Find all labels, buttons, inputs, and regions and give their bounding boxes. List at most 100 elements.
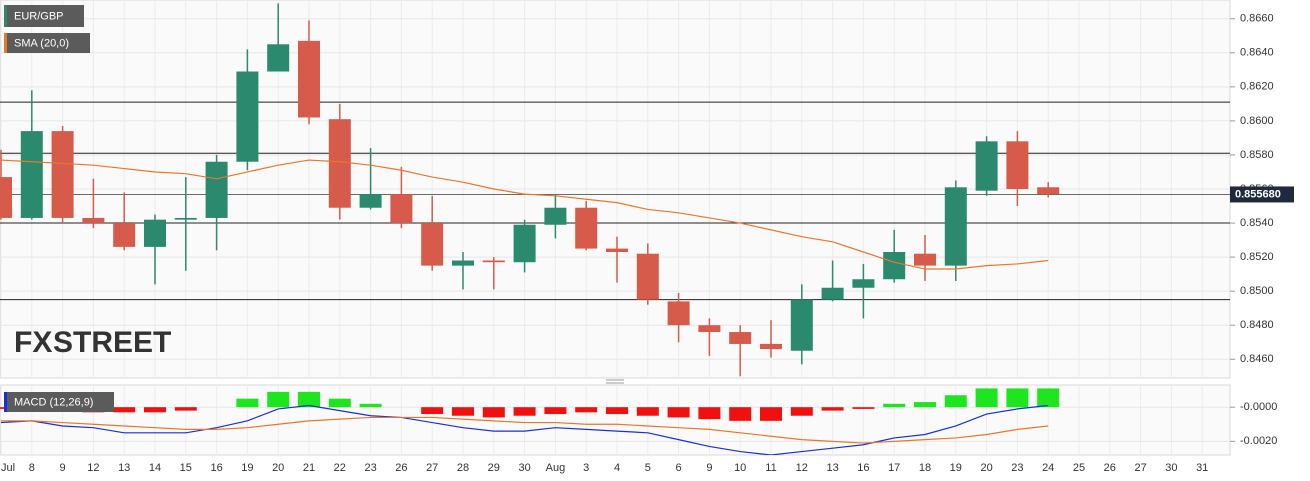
legend-box xyxy=(4,33,90,53)
histogram-bar xyxy=(174,407,197,411)
x-tick-label: 19 xyxy=(241,462,253,474)
histogram-bar xyxy=(760,407,782,421)
x-tick-label: 9 xyxy=(706,462,712,474)
x-tick-label: 14 xyxy=(149,462,161,474)
histogram-bar xyxy=(575,407,598,413)
y-tick-label: 0.8660 xyxy=(1240,13,1274,25)
candle-body xyxy=(267,44,290,72)
y-tick-label: 0.8580 xyxy=(1240,149,1274,161)
last-price-label: 0.855680 xyxy=(1235,188,1281,200)
x-tick-label: 16 xyxy=(857,462,869,474)
y-tick-label: -0.0000 xyxy=(1240,401,1277,413)
candle-body xyxy=(452,260,474,266)
candle-body xyxy=(174,217,197,220)
x-tick-label: 26 xyxy=(1104,462,1116,474)
y-tick-label: 0.8520 xyxy=(1240,251,1274,263)
candle-body xyxy=(667,301,690,326)
x-tick-label: 5 xyxy=(645,462,651,474)
x-tick-label: 10 xyxy=(734,462,746,474)
histogram-bar xyxy=(452,407,474,416)
x-tick-label: 22 xyxy=(334,462,346,474)
candle-body xyxy=(636,253,659,300)
x-tick-label: 4 xyxy=(614,462,620,474)
overlay: FX STREET EUR/GBP SMA (20,0) MACD (12,26… xyxy=(4,5,171,412)
candle-body xyxy=(975,141,998,191)
price-plot xyxy=(0,0,1230,378)
candle-body xyxy=(482,260,505,263)
histogram-bar xyxy=(667,407,690,418)
candle-body xyxy=(944,187,967,266)
histogram-bar xyxy=(790,407,813,416)
candle-body xyxy=(821,287,844,300)
y-tick-label: 0.8500 xyxy=(1240,285,1274,297)
legend-box xyxy=(4,5,84,27)
histogram-bar xyxy=(636,407,659,416)
x-tick-label: 29 xyxy=(488,462,500,474)
histogram-bar xyxy=(359,403,382,408)
candle-body xyxy=(544,207,567,225)
y-tick-label: 0.8620 xyxy=(1240,81,1274,93)
histogram-bar xyxy=(852,407,875,409)
line xyxy=(0,159,1049,270)
watermark-street: STREET xyxy=(53,326,171,359)
panel-grip[interactable] xyxy=(606,379,624,384)
y-tick-label: 0.8600 xyxy=(1240,115,1274,127)
candle-body xyxy=(883,252,906,280)
x-tick-label: 27 xyxy=(426,462,438,474)
candle-body xyxy=(1006,141,1029,189)
histogram-bar xyxy=(513,407,536,416)
candle-body xyxy=(606,248,628,252)
histogram-bar xyxy=(1037,388,1060,408)
candle-body xyxy=(298,40,320,118)
x-tick-label: 12 xyxy=(87,462,99,474)
histogram-bar xyxy=(1006,388,1029,408)
histogram-bar xyxy=(944,395,967,408)
x-tick-label: 25 xyxy=(1073,462,1085,474)
legend-swatch xyxy=(4,392,7,412)
legend-label: MACD (12,26,9) xyxy=(14,396,93,408)
candle-body xyxy=(421,223,444,266)
histogram-bar xyxy=(975,388,998,408)
last-price-box xyxy=(1230,186,1294,203)
x-tick-label: Jul xyxy=(1,462,15,474)
candle-body xyxy=(575,207,598,249)
candle-body xyxy=(390,194,413,224)
x-tick-label: 23 xyxy=(1011,462,1023,474)
y-tick-label: 0.8540 xyxy=(1240,217,1274,229)
candle-body xyxy=(51,131,74,218)
histogram-bar xyxy=(236,398,259,408)
x-tick-label: 27 xyxy=(1134,462,1146,474)
histogram-bar xyxy=(328,398,351,408)
x-tick-label: 6 xyxy=(676,462,682,474)
candle-body xyxy=(513,224,536,263)
x-tick-label: 13 xyxy=(826,462,838,474)
candle-body xyxy=(729,332,752,344)
candle-body xyxy=(359,194,382,208)
x-tick-label: 20 xyxy=(980,462,992,474)
x-tick-label: 20 xyxy=(272,462,284,474)
candle-body xyxy=(144,219,166,247)
candle-body xyxy=(790,299,813,351)
x-tick-label: 28 xyxy=(457,462,469,474)
candle-body xyxy=(0,177,12,218)
x-tick-label: 18 xyxy=(919,462,931,474)
x-tick-label: 19 xyxy=(950,462,962,474)
candle-body xyxy=(205,161,228,218)
histogram-bar xyxy=(606,407,628,415)
x-tick-label: 31 xyxy=(1196,462,1208,474)
macd-plot xyxy=(0,385,1230,455)
histogram-bar xyxy=(421,407,444,415)
histogram-bar xyxy=(883,403,906,408)
x-tick-label: 12 xyxy=(796,462,808,474)
y-tick-label: 0.8480 xyxy=(1240,319,1274,331)
histogram-bar xyxy=(267,391,290,408)
histogram-bar xyxy=(298,391,320,408)
x-tick-label: 9 xyxy=(60,462,66,474)
x-tick-label: 13 xyxy=(118,462,130,474)
x-tick-label: 15 xyxy=(180,462,192,474)
candle-body xyxy=(113,223,136,247)
legend-box xyxy=(4,392,114,412)
legend-label: SMA (20,0) xyxy=(14,37,69,49)
histogram-bar xyxy=(729,407,752,421)
candle-body xyxy=(698,325,721,333)
